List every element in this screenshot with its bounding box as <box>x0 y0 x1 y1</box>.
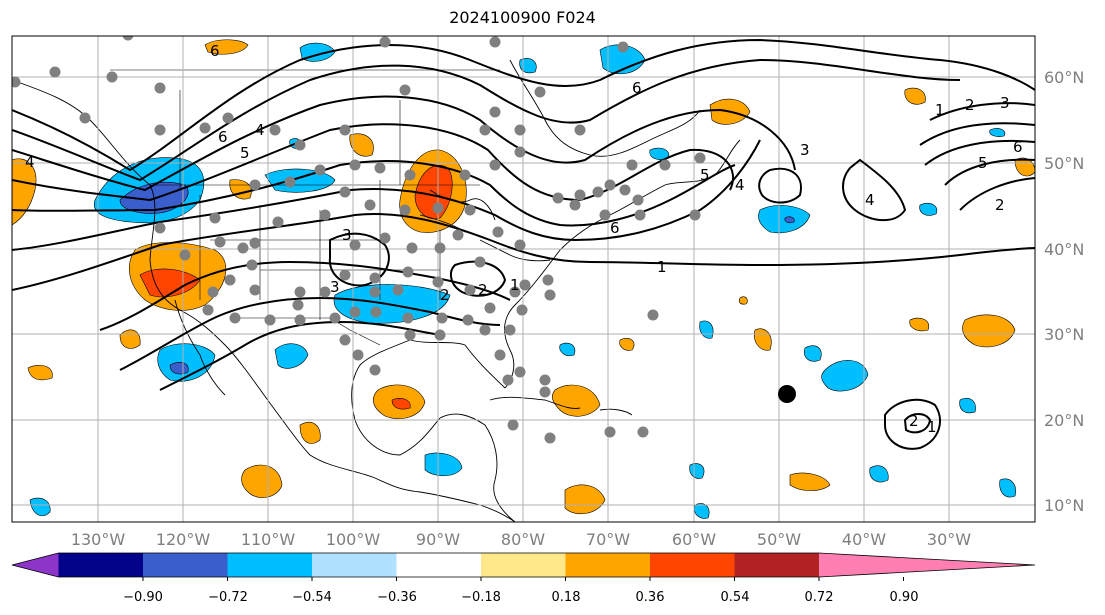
colorbar-tick-label: 0.18 <box>552 590 581 605</box>
contour-label: 2 <box>965 96 975 114</box>
contour-label: 3 <box>330 278 340 296</box>
contour-label: 3 <box>1000 94 1010 112</box>
colorbar-tick-label: −0.18 <box>461 590 501 605</box>
map-title: 2024100900 F024 <box>449 8 596 27</box>
lon-label: 100°W <box>326 530 381 549</box>
contour-labels: 6 6 5 4 4 3 3 2 1 6 6 5 4 3 2 1 1 2 3 6 … <box>25 42 1023 436</box>
contour-label: 6 <box>210 42 220 60</box>
lon-label: 120°W <box>156 530 211 549</box>
contour-label: 3 <box>800 141 810 159</box>
contour-label: 2 <box>909 412 919 430</box>
contour-label: 6 <box>632 79 642 97</box>
colorbar-cell <box>734 553 820 577</box>
contour-label: 2 <box>478 281 488 299</box>
colorbar-cell <box>565 553 651 577</box>
colorbar <box>11 552 1036 581</box>
position-marker <box>778 385 796 403</box>
colorbar-tick-label: −0.54 <box>292 590 332 605</box>
contour-label: 1 <box>657 258 667 276</box>
colorbar-tick-label: −0.90 <box>123 590 163 605</box>
colorbar-tick-label: 0.54 <box>721 590 750 605</box>
lon-label: 70°W <box>586 530 630 549</box>
colorbar-tick-label: 0.72 <box>805 590 834 605</box>
contour-label: 1 <box>510 276 520 294</box>
contour-label: 1 <box>927 418 937 436</box>
contour-label: 4 <box>865 191 875 209</box>
lon-label: 30°W <box>927 530 971 549</box>
colorbar-outline <box>11 552 1036 578</box>
map-frame <box>11 35 1036 523</box>
contour-label: 2 <box>440 286 450 304</box>
colorbar-tick-label: −0.72 <box>208 590 248 605</box>
colorbar-ticks: −0.90 −0.72 −0.54 −0.36 −0.18 0.18 0.36 … <box>123 590 918 605</box>
contour-label: 4 <box>255 121 265 139</box>
contour-label: 4 <box>25 153 35 171</box>
contour-label: 6 <box>218 128 228 146</box>
colorbar-cell <box>143 553 228 577</box>
contour-label: 6 <box>610 219 620 237</box>
colorbar-tick-label: 0.36 <box>636 590 665 605</box>
lat-label: 20°N <box>1044 411 1084 430</box>
contour-label: 5 <box>978 154 988 172</box>
colorbar-cell <box>58 553 144 577</box>
lon-label: 40°W <box>842 530 886 549</box>
colorbar-cell <box>396 553 482 577</box>
lon-label: 130°W <box>71 530 126 549</box>
station-markers <box>12 36 706 444</box>
lon-label: 110°W <box>241 530 296 549</box>
lat-label: 40°N <box>1044 240 1084 259</box>
lon-label: 80°W <box>501 530 545 549</box>
contour-label: 1 <box>935 101 945 119</box>
colorbar-cell <box>481 553 566 577</box>
colorbar-extend-min <box>12 553 59 577</box>
lat-label: 60°N <box>1044 68 1084 87</box>
contour-label: 5 <box>240 144 250 162</box>
colorbar-tick-label: 0.90 <box>890 590 919 605</box>
lat-label: 10°N <box>1044 496 1084 515</box>
contour-lines <box>12 38 1035 450</box>
contour-label: 6 <box>1013 138 1023 156</box>
latitude-labels: 60°N 50°N 40°N 30°N 20°N 10°N <box>1044 68 1084 515</box>
contour-label: 5 <box>700 166 710 184</box>
lat-label: 30°N <box>1044 325 1084 344</box>
lat-label: 50°N <box>1044 154 1084 173</box>
contour-label: 2 <box>995 196 1005 214</box>
colorbar-cell <box>312 553 397 577</box>
contour-label: 4 <box>735 176 745 194</box>
colorbar-cell <box>227 553 313 577</box>
contour-label: 3 <box>342 226 352 244</box>
lon-label: 60°W <box>672 530 716 549</box>
colorbar-extend-max <box>819 553 1035 577</box>
lon-label: 90°W <box>416 530 460 549</box>
colorbar-tick-label: −0.36 <box>377 590 417 605</box>
colorbar-cell <box>650 553 735 577</box>
longitude-labels: 130°W 120°W 110°W 100°W 90°W 80°W 70°W 6… <box>71 530 971 549</box>
lon-label: 50°W <box>757 530 801 549</box>
